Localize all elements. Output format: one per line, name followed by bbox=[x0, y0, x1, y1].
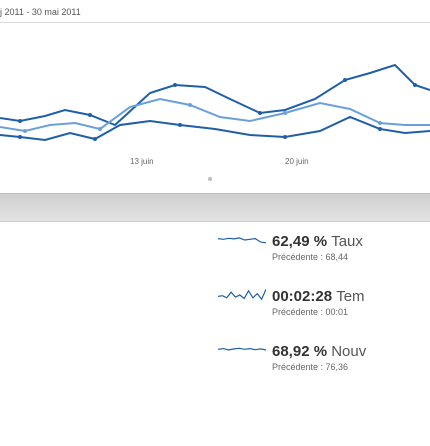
trend-point bbox=[178, 123, 182, 127]
metric-avg-time-previous: Précédente : 00:01 bbox=[272, 307, 349, 317]
trend-point bbox=[188, 103, 192, 107]
sparkline-bounce-rate bbox=[218, 237, 266, 244]
trend-chart bbox=[0, 63, 430, 142]
trend-point bbox=[18, 119, 22, 123]
trend-point bbox=[283, 111, 287, 115]
metric-avg-time-value: 00:02:28 Tem bbox=[272, 288, 365, 305]
date-range-divider bbox=[0, 22, 430, 23]
metric-new-visits[interactable]: 68,92 % Nouv Précédente : 76,36 bbox=[218, 343, 430, 383]
metric-avg-time-label: Tem bbox=[336, 288, 365, 305]
sparkline-new-visits bbox=[218, 347, 266, 351]
sparkline-avg-time bbox=[218, 289, 266, 301]
metric-avg-time[interactable]: 00:02:28 Tem Précédente : 00:01 bbox=[218, 288, 430, 328]
x-axis-label-13-juin: 13 juin bbox=[130, 157, 154, 166]
trend-line-2 bbox=[0, 97, 430, 133]
trend-point bbox=[378, 127, 382, 131]
trend-point bbox=[88, 113, 92, 117]
trend-point bbox=[378, 121, 382, 125]
metric-bounce-rate-value: 62,49 % Taux bbox=[272, 233, 363, 250]
trend-point bbox=[258, 111, 262, 115]
x-axis-label-20-juin: 20 juin bbox=[285, 157, 309, 166]
trend-line-1 bbox=[0, 63, 430, 127]
trend-point bbox=[18, 135, 22, 139]
metric-new-visits-label: Nouv bbox=[331, 343, 367, 360]
metric-new-visits-previous: Précédente : 76,36 bbox=[272, 362, 349, 372]
metric-new-visits-number: 68,92 % bbox=[272, 343, 328, 360]
metric-bounce-rate[interactable]: 62,49 % Taux Précédente : 68,44 bbox=[218, 233, 430, 273]
timeline-marker[interactable] bbox=[208, 177, 212, 181]
timeline-slider[interactable] bbox=[0, 193, 430, 222]
trend-point bbox=[343, 78, 347, 82]
trend-point bbox=[98, 127, 102, 131]
sparkline-bounce-rate-line bbox=[218, 237, 266, 244]
sparkline-new-visits-line bbox=[218, 347, 266, 351]
trend-point bbox=[413, 83, 417, 87]
metric-bounce-rate-label: Taux bbox=[331, 233, 363, 250]
metric-bounce-rate-previous: Précédente : 68,44 bbox=[272, 252, 349, 262]
metric-avg-time-number: 00:02:28 bbox=[272, 288, 333, 305]
trend-point bbox=[93, 137, 97, 141]
trend-point bbox=[173, 83, 177, 87]
metric-bounce-rate-number: 62,49 % bbox=[272, 233, 328, 250]
date-range: j 2011 - 30 mai 2011 bbox=[0, 7, 81, 17]
trend-point bbox=[23, 129, 27, 133]
metric-new-visits-value: 68,92 % Nouv bbox=[272, 343, 366, 360]
sparkline-avg-time-line bbox=[218, 289, 266, 301]
trend-line-3 bbox=[0, 115, 430, 142]
trend-point bbox=[283, 135, 287, 139]
